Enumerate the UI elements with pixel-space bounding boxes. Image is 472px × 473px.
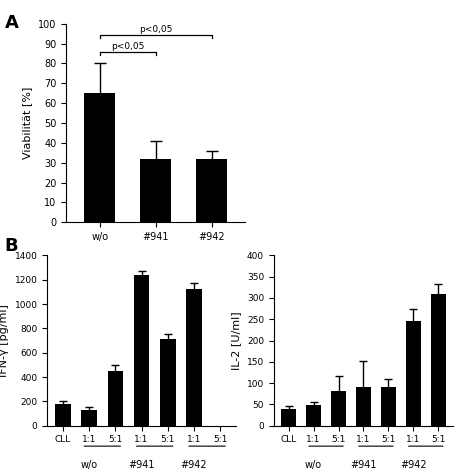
Bar bbox=[356, 386, 371, 426]
Bar bbox=[406, 321, 421, 426]
Y-axis label: IFN-γ [pg/ml]: IFN-γ [pg/ml] bbox=[0, 304, 9, 377]
Text: #942: #942 bbox=[181, 460, 207, 470]
Bar bbox=[84, 93, 115, 222]
Bar bbox=[55, 404, 71, 426]
Text: w/o: w/o bbox=[305, 460, 322, 470]
Text: A: A bbox=[5, 14, 18, 32]
Text: #942: #942 bbox=[400, 460, 427, 470]
Y-axis label: Viabilität [%]: Viabilität [%] bbox=[23, 87, 33, 159]
Bar bbox=[140, 159, 171, 222]
Bar bbox=[196, 159, 227, 222]
Bar bbox=[281, 409, 296, 426]
Text: p<0,05: p<0,05 bbox=[139, 25, 172, 34]
Bar bbox=[108, 371, 123, 426]
Bar bbox=[81, 410, 97, 426]
Text: #941: #941 bbox=[350, 460, 377, 470]
Bar bbox=[160, 339, 176, 426]
Text: B: B bbox=[5, 236, 18, 254]
Text: #941: #941 bbox=[128, 460, 155, 470]
Bar bbox=[306, 405, 321, 426]
Text: p<0,05: p<0,05 bbox=[111, 43, 144, 52]
Bar bbox=[381, 386, 396, 426]
Bar bbox=[331, 391, 346, 426]
Y-axis label: IL-2 [U/ml]: IL-2 [U/ml] bbox=[231, 311, 241, 370]
Text: w/o: w/o bbox=[81, 460, 98, 470]
Bar bbox=[134, 275, 150, 426]
Bar bbox=[431, 294, 446, 426]
Bar bbox=[186, 289, 202, 426]
